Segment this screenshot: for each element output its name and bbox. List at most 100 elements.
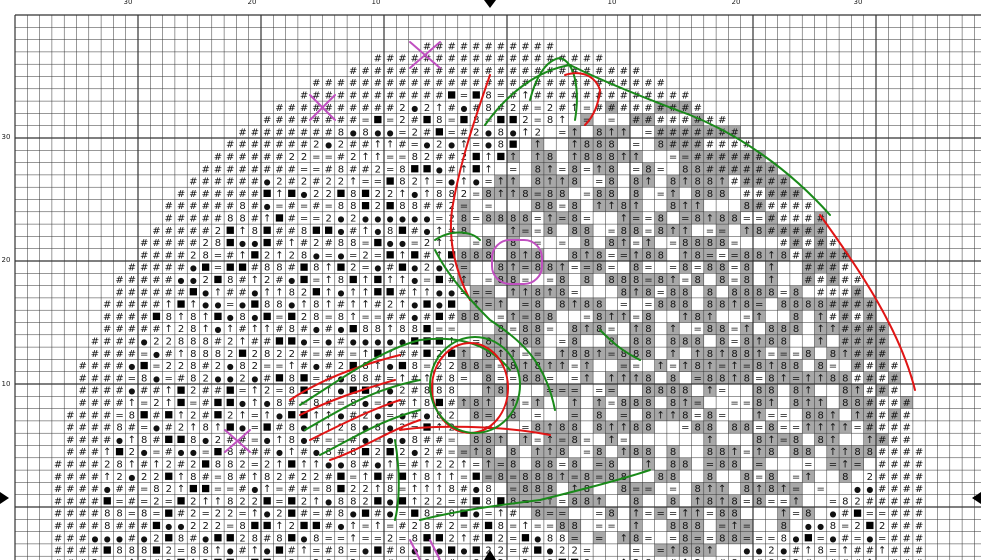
stitch-symbol: = [743,447,751,458]
stitch-symbol: 8 [781,324,787,335]
stitch-symbol: = [558,213,566,224]
stitch-symbol: # [115,275,123,286]
stitch-symbol: ↑ [706,546,714,557]
stitch-symbol: # [140,275,148,286]
stitch-symbol: 2 [338,361,344,372]
stitch-symbol: 2 [166,546,172,557]
stitch-symbol: # [54,533,62,544]
stitch-symbol: ↑ [398,189,406,200]
stitch-symbol: ↑ [177,410,185,421]
solid-square-symbol [472,165,480,173]
stitch-symbol: 2 [338,177,344,188]
solid-square-symbol [165,472,173,480]
stitch-symbol: 8 [252,533,258,544]
stitch-symbol: ● [288,301,295,310]
stitch-symbol: ↑ [669,324,677,335]
stitch-symbol: 8 [412,361,418,372]
shaded-cell [531,162,544,175]
stitch-symbol: = [595,533,603,544]
stitch-symbol: # [620,103,628,114]
solid-square-symbol [177,398,185,407]
stitch-symbol: # [66,472,74,483]
stitch-symbol: 8 [694,546,700,557]
stitch-symbol: 8 [793,324,799,335]
stitch-symbol: # [804,201,812,212]
shaded-cell [679,162,692,175]
stitch-symbol: 2 [239,459,245,470]
stitch-symbol: # [128,263,136,274]
stitch-symbol: 8 [547,472,553,483]
stitch-symbol: ↑ [755,312,763,323]
stitch-symbol: 8 [670,201,676,212]
stitch-symbol: 8 [707,472,713,483]
stitch-symbol: # [300,103,308,114]
solid-square-symbol [497,497,505,505]
stitch-symbol: # [878,447,886,458]
stitch-symbol: 2 [239,533,245,544]
solid-square-symbol [374,497,382,505]
shaded-cell [593,199,606,212]
stitch-symbol: 8 [547,115,553,126]
stitch-symbol: ● [190,264,197,273]
stitch-symbol: # [546,90,554,101]
stitch-symbol: 8 [670,373,676,384]
stitch-symbol: 2 [424,496,430,507]
stitch-symbol: 2 [473,127,479,138]
stitch-symbol: ↑ [558,472,566,483]
stitch-symbol: # [657,127,665,138]
stitch-symbol: 8 [707,410,713,421]
stitch-symbol: 8 [768,472,774,483]
stitch-symbol: # [841,263,849,274]
shaded-cell [507,187,520,200]
stitch-symbol: # [91,410,99,421]
solid-square-symbol [423,325,431,333]
stitch-symbol: = [386,152,394,163]
stitch-symbol: = [374,177,382,188]
stitch-symbol: ↑ [681,398,689,409]
stitch-symbol: ● [337,325,344,334]
stitch-symbol: # [374,373,382,384]
shaded-cell [482,187,495,200]
stitch-symbol: # [115,300,123,311]
stitch-symbol: = [780,410,788,421]
solid-square-symbol [423,546,431,554]
stitch-symbol: = [583,546,591,557]
stitch-symbol: 8 [350,459,356,470]
stitch-symbol: # [878,361,886,372]
stitch-symbol: # [324,472,332,483]
stitch-symbol: ↑ [497,435,505,446]
stitch-symbol: # [115,484,123,495]
stitch-symbol: ↑ [546,177,554,188]
shaded-cell [580,236,594,249]
stitch-symbol: ↑ [755,336,763,347]
stitch-symbol: ↑ [681,250,689,261]
stitch-symbol: 8 [559,275,565,286]
stitch-symbol: # [91,386,99,397]
stitch-symbol: 2 [313,238,319,249]
stitch-symbol: 2 [387,300,393,311]
stitch-symbol: = [115,410,123,421]
stitch-symbol: ● [829,534,836,543]
stitch-symbol: # [288,472,296,483]
stitch-symbol: # [792,546,800,557]
stitch-symbol: 8 [805,447,811,458]
stitch-symbol: # [435,435,443,446]
stitch-symbol: # [866,300,874,311]
stitch-symbol: ● [387,337,394,346]
stitch-symbol: # [866,386,874,397]
stitch-symbol: # [263,336,271,347]
stitch-symbol: 8 [350,238,356,249]
stitch-symbol: = [780,287,788,298]
stitch-symbol: # [275,275,283,286]
stitch-symbol: = [447,435,455,446]
stitch-symbol: # [152,410,160,421]
shaded-cell [666,187,680,200]
stitch-symbol: ↑ [570,140,578,151]
stitch-symbol: ↑ [324,300,332,311]
stitch-symbol: = [472,287,480,298]
stitch-symbol: ↑ [534,447,542,458]
solid-square-symbol [472,472,480,480]
stitch-symbol: # [361,66,369,77]
stitch-symbol: ↑ [460,398,468,409]
stitch-symbol: # [91,496,99,507]
